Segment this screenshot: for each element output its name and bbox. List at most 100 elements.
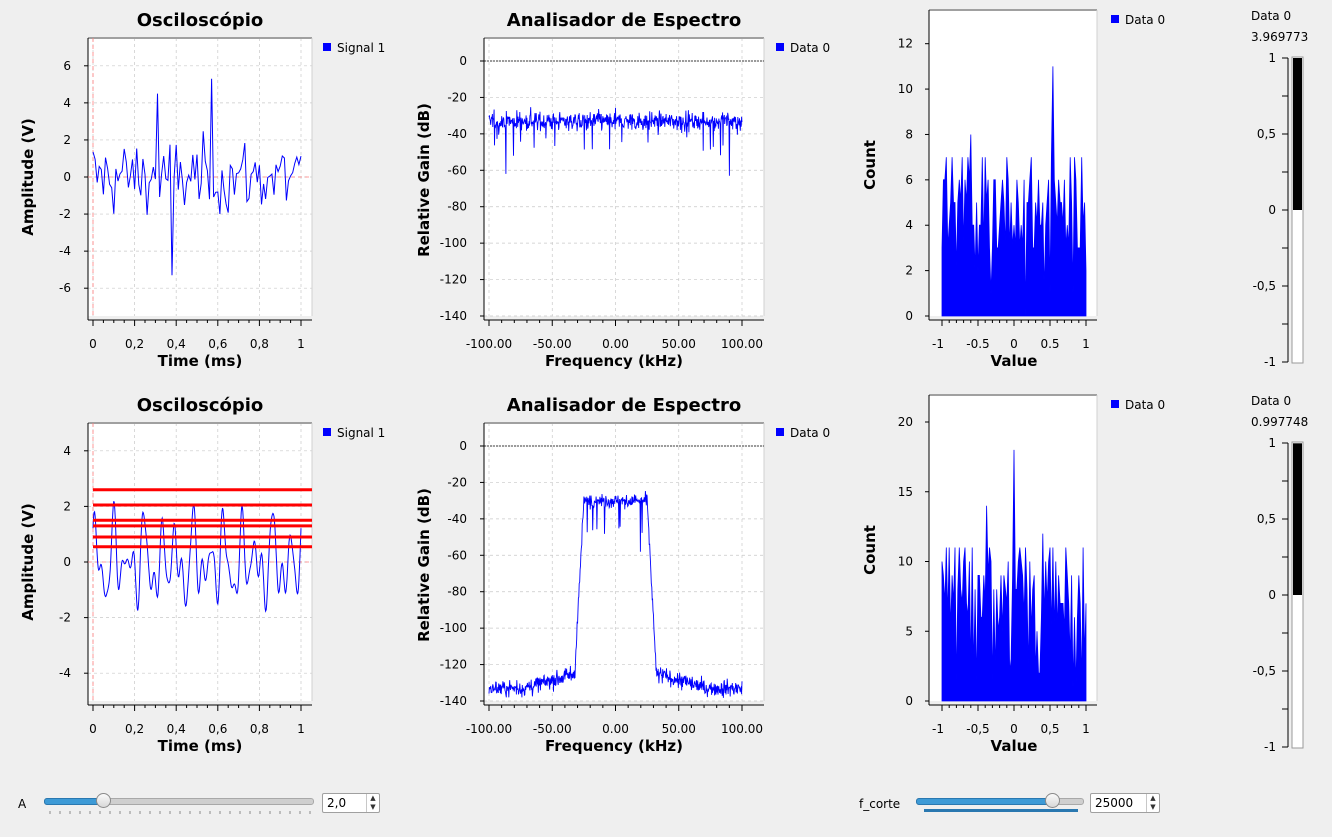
legend-swatch	[323, 428, 331, 436]
a-slider[interactable]	[44, 792, 314, 814]
spectrum-y-tick-label: -120	[440, 658, 467, 672]
legend-swatch	[776, 43, 784, 51]
legend-label: Signal 1	[337, 41, 385, 55]
spectrum-y-tick-label: -80	[447, 200, 467, 214]
spectrum-x-tick-label: 50.00	[662, 722, 696, 736]
spectrum-y-tick-label: 0	[459, 439, 467, 453]
gauge-tick-label: 1	[1268, 51, 1276, 65]
histogram-plot-2[interactable]: Value Count 20 15 10 5 0 -1 -0,5 0 0,5 1 Data 0	[840, 385, 1230, 760]
gauge-value: 0.997748	[1251, 415, 1308, 429]
f-corte-spin-arrows[interactable]: ▲ ▼	[1146, 794, 1159, 812]
histogram-y-tick-label: 15	[898, 485, 913, 499]
spectrum-y-tick-label: -100	[440, 236, 467, 250]
a-spin-arrows[interactable]: ▲ ▼	[366, 794, 379, 812]
histogram-x-tick-label: 0	[1010, 337, 1018, 351]
histogram-y-tick-label: 10	[898, 82, 913, 96]
scope-x-tick-label: 0,6	[208, 722, 227, 736]
legend-swatch	[1111, 15, 1119, 23]
level-gauge-2: Data 0 0.997748 1 0,5 0 -0,5 -1	[1251, 394, 1308, 754]
spectrum-x-tick-label: -50.00	[533, 337, 572, 351]
histogram-panel-2: Value Count 20 15 10 5 0 -1 -0,5 0 0,5 1 Data 0	[840, 385, 1230, 760]
gauge-panel-1: Data 0 3.969773 1 0,5 0 -0,5 -1	[1230, 0, 1330, 375]
scope-plot-1[interactable]: Osciloscópio Time (ms) Amplitude (V) 6 4 2 0 -2…	[0, 0, 400, 375]
histogram-y-tick-label: 2	[905, 264, 913, 278]
spectrum-y-tick-label: -20	[447, 475, 467, 489]
a-label: A	[18, 797, 27, 811]
gauge-label: Data 0	[1251, 394, 1291, 408]
a-value: 2,0	[327, 796, 347, 810]
scope-y-tick-label: -2	[59, 207, 71, 221]
legend-label: Signal 1	[337, 426, 385, 440]
gauge-tick-label: 0,5	[1257, 512, 1276, 526]
gauge-tick-label: -1	[1264, 740, 1276, 754]
histogram-panel-1: Value Count 12 10 8 6 4 2 0 -1 -0.5 0 0.5 1 Data 0	[840, 0, 1230, 375]
spectrum-plot-2[interactable]: Analisador de Espectro Frequency (kHz) Rel…	[400, 385, 840, 760]
gauge-bar-fill	[1293, 58, 1302, 210]
f-corte-value: 25000	[1095, 796, 1134, 810]
a-slider-handle[interactable]	[96, 793, 112, 808]
scope-x-tick-label: 1	[297, 337, 305, 351]
histogram-y-tick-label: 4	[905, 218, 913, 232]
histogram-x-label: Value	[991, 352, 1038, 370]
histogram-y-tick-label: 6	[905, 173, 913, 187]
scope-y-tick-label: 2	[63, 133, 71, 147]
histogram-y-tick-label: 20	[898, 415, 913, 429]
scope-title: Osciloscópio	[137, 395, 264, 416]
scope-x-label: Time (ms)	[158, 737, 243, 755]
f-corte-slider-handle[interactable]	[1045, 793, 1061, 808]
spectrum-x-tick-label: 50.00	[662, 337, 696, 351]
scope-x-tick-label: 0,2	[125, 722, 144, 736]
scope-y-label: Amplitude (V)	[19, 118, 37, 236]
spectrum-1-plot-area	[484, 38, 764, 316]
f-corte-slider[interactable]	[916, 792, 1084, 810]
scope-panel-2: Osciloscópio Time (ms) Amplitude (V) 4 2 0 -2 -…	[0, 385, 400, 760]
scope-panel-1: Osciloscópio Time (ms) Amplitude (V) 6 4 2 0 -2…	[0, 0, 400, 375]
histogram-x-tick-label: 1	[1082, 337, 1090, 351]
scope-x-label: Time (ms)	[158, 352, 243, 370]
scope-y-tick-label: 6	[63, 59, 71, 73]
gauge-value: 3.969773	[1251, 30, 1308, 44]
f-corte-slider-fill	[916, 798, 1055, 805]
spectrum-y-tick-label: -80	[447, 585, 467, 599]
scope-y-tick-label: -6	[59, 281, 71, 295]
scope-trace-signal-1	[92, 501, 302, 613]
gauge-tick-label: 0	[1268, 203, 1276, 217]
spectrum-plot-1[interactable]: Analisador de Espectro Frequency (kHz) Rel…	[400, 0, 840, 375]
gauge-tick-label: -1	[1264, 355, 1276, 369]
spectrum-trace-data-0	[488, 107, 743, 176]
spectrum-y-tick-label: -40	[447, 512, 467, 526]
spectrum-x-label: Frequency (kHz)	[545, 737, 683, 755]
spectrum-y-tick-label: -20	[447, 90, 467, 104]
scope-y-tick-label: 4	[63, 444, 71, 458]
spectrum-trace-data-0	[488, 490, 743, 698]
f-corte-spinbox[interactable]: 25000 ▲ ▼	[1090, 793, 1160, 813]
scope-x-tick-label: 0	[89, 722, 97, 736]
spectrum-x-tick-label: 100.00	[721, 722, 763, 736]
gauge-tick-label: 0,5	[1257, 127, 1276, 141]
f-corte-label: f_corte	[859, 797, 901, 811]
histogram-area-data-0	[941, 66, 1087, 317]
spectrum-y-tick-label: -100	[440, 621, 467, 635]
spectrum-x-tick-label: 0.00	[602, 722, 629, 736]
histogram-y-tick-label: 0	[905, 694, 913, 708]
histogram-x-tick-label: -0.5	[966, 337, 989, 351]
gauge-panel-2: Data 0 0.997748 1 0,5 0 -0,5 -1	[1230, 385, 1330, 760]
legend-swatch	[776, 428, 784, 436]
histogram-y-label: Count	[861, 525, 879, 575]
scope-x-tick-label: 0,4	[167, 722, 186, 736]
spectrum-y-tick-label: -140	[440, 309, 467, 323]
histogram-plot-1[interactable]: Value Count 12 10 8 6 4 2 0 -1 -0.5 0 0.5 1 Data 0	[840, 0, 1230, 375]
scope-x-tick-label: 0,8	[250, 722, 269, 736]
histogram-y-label: Count	[861, 140, 879, 190]
scope-x-tick-label: 0,4	[167, 337, 186, 351]
spectrum-y-tick-label: 0	[459, 54, 467, 68]
scope-y-tick-label: 0	[63, 555, 71, 569]
gauge-label: Data 0	[1251, 9, 1291, 23]
a-spinbox[interactable]: 2,0 ▲ ▼	[322, 793, 380, 813]
legend-label: Data 0	[790, 41, 830, 55]
scope-plot-2[interactable]: Osciloscópio Time (ms) Amplitude (V) 4 2 0 -2 -…	[0, 385, 400, 760]
spectrum-y-tick-label: -40	[447, 127, 467, 141]
spectrum-panel-2: Analisador de Espectro Frequency (kHz) Rel…	[400, 385, 840, 760]
histogram-x-label: Value	[991, 737, 1038, 755]
spectrum-x-tick-label: 100.00	[721, 337, 763, 351]
